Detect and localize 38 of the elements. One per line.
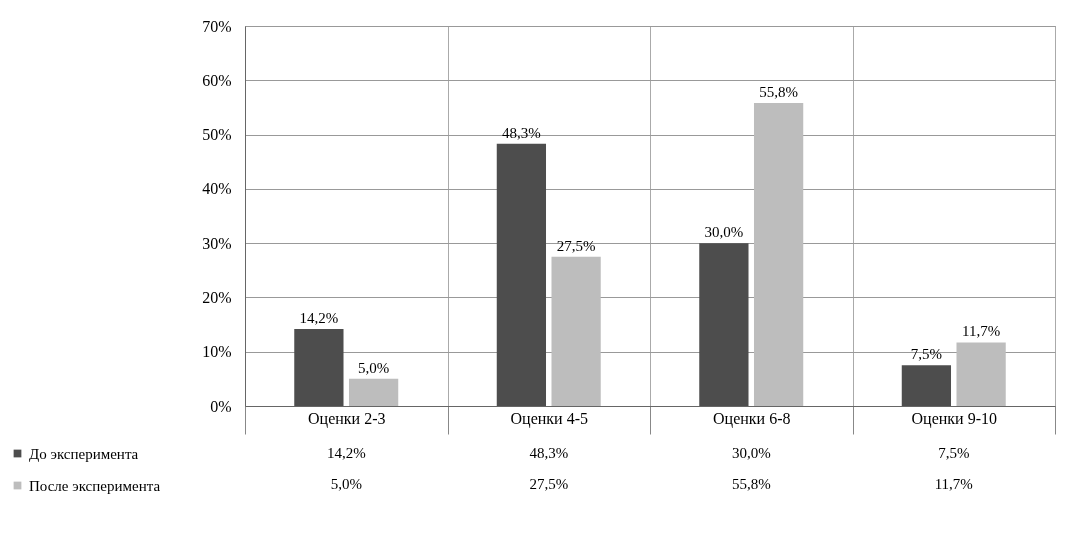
data-label: 7,5%: [938, 445, 970, 461]
data-label: 27,5%: [529, 476, 569, 492]
data-label: 48,3%: [529, 445, 569, 461]
y-tick-label: 50%: [202, 126, 232, 144]
data-label: 30,0%: [731, 445, 771, 461]
text: 30,0%: [704, 224, 744, 241]
text: 27,5%: [556, 237, 596, 254]
bar: [496, 143, 547, 406]
text: 48,3%: [502, 124, 541, 141]
y-tick-label: 10%: [202, 343, 232, 361]
legend-label: После эксперимента: [29, 477, 161, 494]
x-tick-label: Оценки 2-3: [308, 409, 386, 428]
bar: [901, 365, 952, 406]
data-label: 5,0%: [330, 476, 362, 492]
data-label: 55,8%: [731, 476, 771, 492]
legend-label: До эксперимента: [29, 445, 139, 462]
text: 11,7%: [962, 323, 1001, 340]
y-tick-label: 60%: [202, 71, 232, 89]
data-label: 11,7%: [934, 476, 973, 492]
bar: [294, 328, 344, 406]
x-tick-label: Оценки 6-8: [713, 409, 791, 428]
x-tick-label: Оценки 9-10: [911, 409, 997, 428]
bar: [956, 342, 1006, 406]
data-label: 14,2%: [326, 445, 366, 461]
bar: [551, 256, 601, 406]
x-tick-label: Оценки 4-5: [510, 409, 588, 428]
y-tick-label: 0%: [210, 397, 232, 415]
text: 14,2%: [299, 309, 339, 326]
y-tick-label: 70%: [202, 17, 232, 35]
text: 7,5%: [910, 346, 943, 363]
text: 5,0%: [357, 359, 390, 376]
y-tick-label: 40%: [202, 180, 232, 198]
bar: [753, 103, 804, 406]
y-tick-label: 30%: [202, 234, 232, 252]
y-tick-label: 20%: [202, 288, 232, 306]
bar: [348, 378, 399, 406]
text: 55,8%: [759, 84, 798, 101]
bar: [699, 243, 749, 406]
